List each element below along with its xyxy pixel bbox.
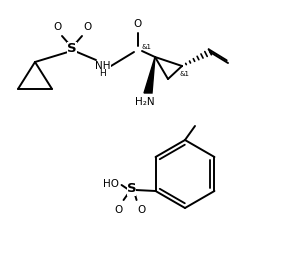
Text: H: H xyxy=(99,68,106,78)
Text: NH: NH xyxy=(95,61,111,71)
Text: O: O xyxy=(114,205,123,215)
Text: HO: HO xyxy=(102,179,119,189)
Text: S: S xyxy=(67,41,77,54)
Text: &1: &1 xyxy=(142,44,152,50)
Text: O: O xyxy=(83,22,91,32)
Text: &1: &1 xyxy=(179,71,189,77)
Text: S: S xyxy=(127,183,136,195)
Text: H₂N: H₂N xyxy=(135,97,155,107)
Text: O: O xyxy=(138,205,146,215)
Polygon shape xyxy=(144,57,155,93)
Text: O: O xyxy=(53,22,61,32)
Text: O: O xyxy=(134,19,142,29)
